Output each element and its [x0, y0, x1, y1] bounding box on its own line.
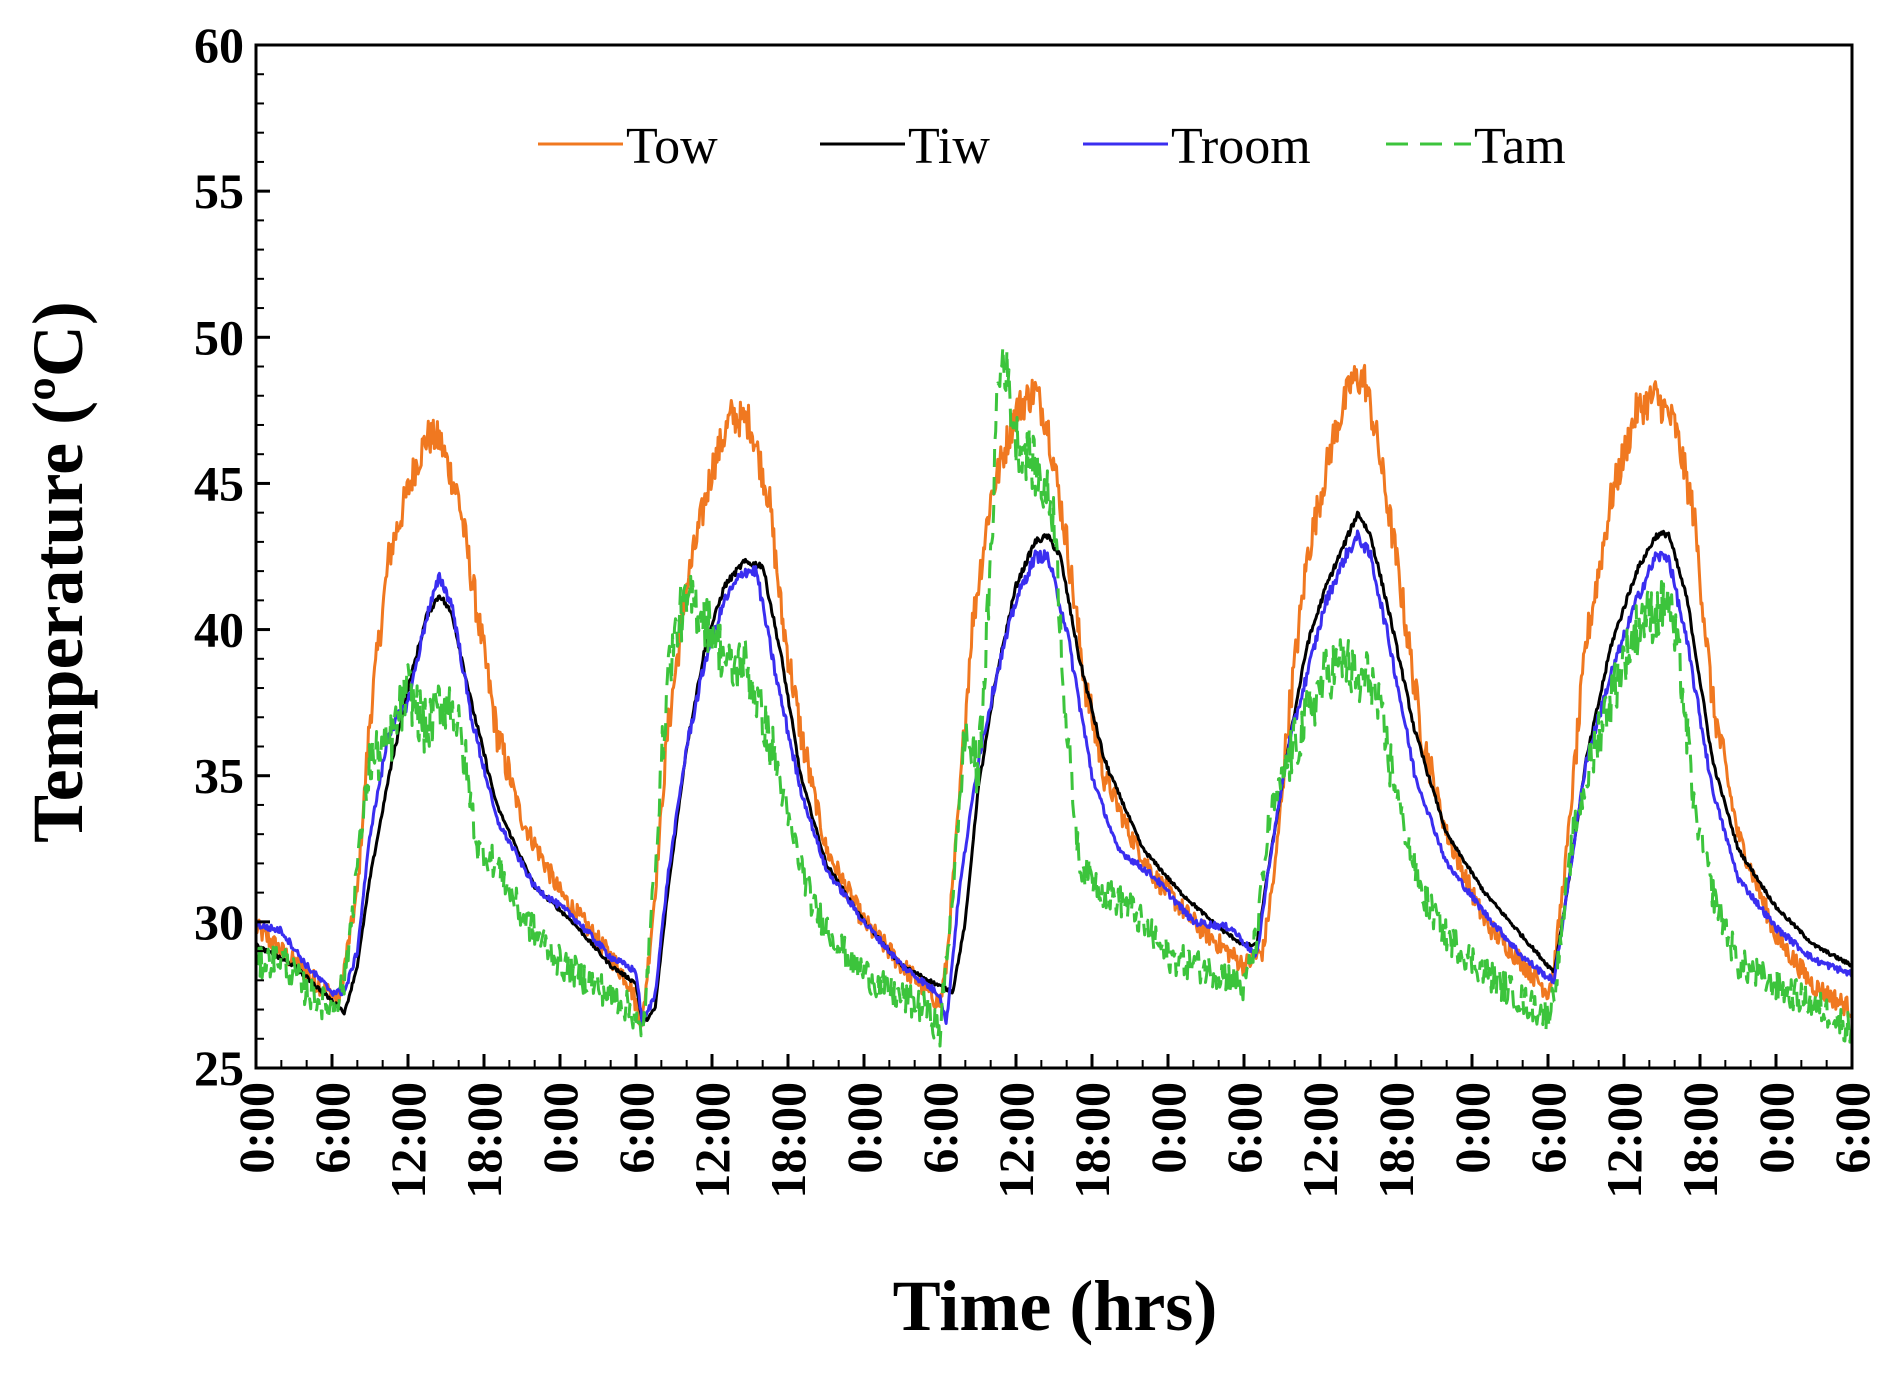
x-tick-label: 0:00: [1140, 1082, 1196, 1174]
legend-label-troom: Troom: [1171, 118, 1311, 175]
y-axis-title: Temperature (ºC): [18, 301, 98, 843]
x-tick-label: 6:00: [608, 1082, 664, 1174]
x-tick-label: 6:00: [1824, 1082, 1880, 1174]
x-tick-label: 18:00: [1064, 1082, 1120, 1199]
y-tick-label: 40: [194, 602, 244, 658]
x-tick-label: 0:00: [532, 1082, 588, 1174]
series-line-tow: [254, 363, 1853, 1028]
y-tick-label: 60: [194, 17, 244, 73]
series-line-troom: [254, 529, 1854, 1027]
x-tick-label: 6:00: [912, 1082, 968, 1174]
x-tick-label: 0:00: [1444, 1082, 1500, 1174]
series-line-tam: [254, 345, 1854, 1048]
y-tick-label: 25: [194, 1040, 244, 1096]
y-tick-label: 55: [194, 163, 244, 219]
x-tick-label: 6:00: [304, 1082, 360, 1174]
legend: Tow Tiw Troom Tam: [538, 118, 1566, 175]
y-tick-label: 50: [194, 309, 244, 365]
x-tick-label: 12:00: [380, 1082, 436, 1199]
series-layer: [254, 345, 1854, 1048]
x-tick-label: 0:00: [228, 1082, 284, 1174]
x-tick-label: 12:00: [988, 1082, 1044, 1199]
x-tick-label: 18:00: [1368, 1082, 1424, 1199]
y-tick-label: 30: [194, 894, 244, 950]
x-tick-label: 18:00: [760, 1082, 816, 1199]
x-tick-label: 18:00: [1672, 1082, 1728, 1199]
x-tick-label: 12:00: [684, 1082, 740, 1199]
x-axis-title: Time (hrs): [893, 1266, 1218, 1346]
x-tick-label: 6:00: [1216, 1082, 1272, 1174]
x-tick-label: 6:00: [1520, 1082, 1576, 1174]
plot-frame: [254, 43, 1854, 1070]
legend-label-tow: Tow: [626, 118, 718, 175]
legend-label-tam: Tam: [1474, 118, 1566, 175]
x-tick-label: 0:00: [836, 1082, 892, 1174]
legend-label-tiw: Tiw: [908, 118, 990, 175]
y-tick-label: 45: [194, 455, 244, 511]
x-tick-label: 12:00: [1596, 1082, 1652, 1199]
x-tick-label: 0:00: [1748, 1082, 1804, 1174]
axes-layer: 25 30 35 40 45 50 55 60 0:00 6:00 12:00 18:00 0:00 6:…: [194, 17, 1880, 1199]
x-tick-label: 18:00: [456, 1082, 512, 1199]
x-tick-label: 12:00: [1292, 1082, 1348, 1199]
y-tick-label: 35: [194, 748, 244, 804]
